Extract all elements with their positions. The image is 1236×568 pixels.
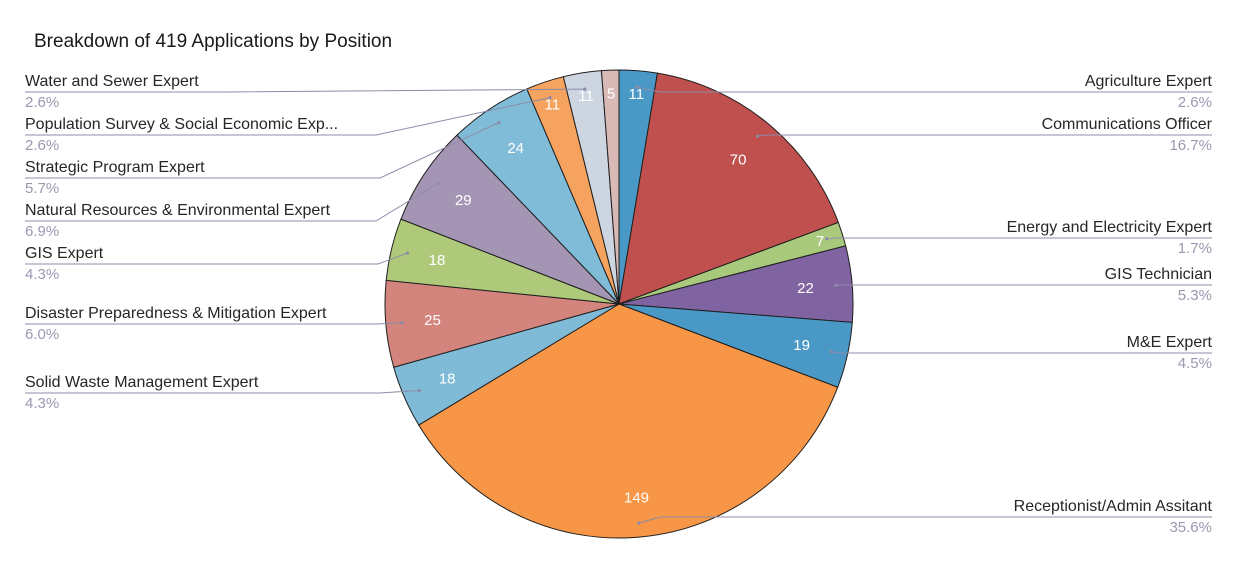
category-label: Strategic Program Expert — [25, 159, 205, 176]
percent-label: 4.3% — [25, 266, 59, 283]
category-label: GIS Expert — [25, 245, 104, 262]
category-label: Population Survey & Social Economic Exp.… — [25, 116, 338, 133]
category-label: Disaster Preparedness & Mitigation Exper… — [25, 305, 327, 322]
category-label: M&E Expert — [1127, 334, 1213, 351]
leader-line — [826, 237, 1212, 240]
slice-value-label: 22 — [797, 280, 814, 297]
category-label: Receptionist/Admin Assitant — [1014, 498, 1213, 515]
pie-slices — [384, 69, 854, 539]
slice-value-label: 11 — [629, 86, 645, 103]
slice-value-label: 11 — [578, 88, 594, 105]
leader-line — [757, 134, 1212, 137]
slice-value-label: 70 — [730, 152, 747, 169]
category-labels: Agriculture Expert 2.6% Communications Off… — [25, 73, 1213, 536]
leader-line — [25, 252, 408, 265]
slice-value-label: 5 — [607, 86, 615, 103]
percent-label: 2.6% — [25, 137, 59, 154]
category-label: Communications Officer — [1042, 116, 1213, 133]
slice-value-label: 149 — [624, 489, 649, 506]
category-label: Solid Waste Management Expert — [25, 374, 259, 391]
category-label: GIS Technician — [1105, 266, 1212, 283]
percent-label: 16.7% — [1169, 137, 1212, 154]
slice-value-label: 29 — [455, 192, 472, 209]
percent-label: 6.0% — [25, 326, 59, 343]
leader-line — [25, 97, 551, 136]
leader-lines — [25, 85, 1212, 525]
category-label: Energy and Electricity Expert — [1007, 219, 1213, 236]
pie-slice — [418, 303, 839, 539]
leader-line — [638, 516, 1212, 524]
slice-value-label: 25 — [424, 312, 441, 329]
pie-slice — [600, 69, 620, 305]
percent-label: 2.6% — [25, 94, 59, 111]
percent-label: 6.9% — [25, 223, 59, 240]
category-label: Agriculture Expert — [1085, 73, 1213, 90]
slice-value-label: 18 — [429, 252, 446, 269]
leader-line — [25, 88, 585, 93]
leader-line — [25, 182, 439, 222]
leader-line — [25, 322, 403, 325]
chart-title: Breakdown of 419 Applications by Positio… — [34, 31, 392, 52]
leader-line — [636, 86, 1212, 93]
leader-line — [831, 351, 1212, 354]
percent-label: 5.7% — [25, 180, 59, 197]
leader-line — [25, 122, 500, 179]
percent-label: 2.6% — [1178, 94, 1212, 111]
slice-value-label: 7 — [816, 233, 824, 250]
category-label: Water and Sewer Expert — [25, 73, 199, 90]
category-label: Natural Resources & Environmental Expert — [25, 202, 331, 219]
pie-slice — [618, 72, 839, 305]
slice-value-label: 24 — [507, 140, 524, 157]
value-labels: 11 70 7 22 19 149 18 25 18 29 24 11 11 5 — [424, 86, 824, 507]
percent-label: 5.3% — [1178, 287, 1212, 304]
percent-label: 35.6% — [1169, 519, 1212, 536]
percent-label: 4.5% — [1178, 355, 1212, 372]
slice-value-label: 18 — [439, 370, 456, 387]
leader-line — [25, 390, 420, 394]
percent-label: 4.3% — [25, 395, 59, 412]
percent-label: 1.7% — [1178, 240, 1212, 257]
slice-value-label: 19 — [793, 337, 810, 354]
slice-value-label: 11 — [545, 96, 561, 113]
